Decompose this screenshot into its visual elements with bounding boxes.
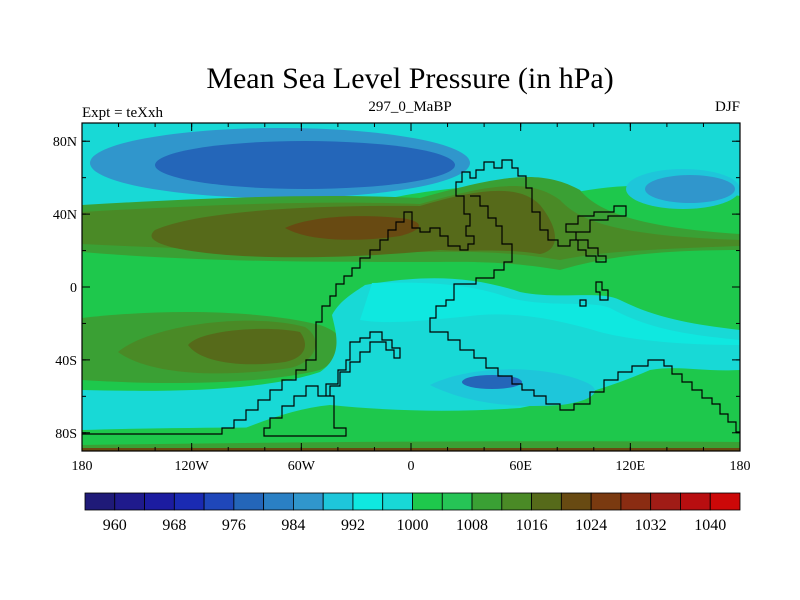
x-tick-label: 120E: [616, 459, 646, 474]
y-tick-label: 80S: [55, 427, 77, 442]
colorbar-label: 1032: [635, 517, 667, 534]
island-outline: [579, 281, 609, 307]
x-tick-label: 180: [730, 459, 751, 474]
colorbar-swatch: [263, 492, 294, 511]
colorbar-swatch: [203, 492, 235, 511]
south-high-1020: [188, 328, 305, 365]
north-pacific-low-980: [155, 141, 455, 189]
colorbar-swatch: [173, 492, 205, 511]
colorbar-label: 1024: [575, 517, 607, 534]
colorbar-swatch: [84, 492, 116, 511]
colorbar-swatch: [620, 492, 652, 511]
colorbar-swatch: [531, 492, 562, 511]
y-tick-label: 0: [70, 281, 77, 296]
colorbar-swatch: [114, 492, 145, 511]
x-tick-label: 180: [72, 459, 93, 474]
colorbar-swatch: [441, 492, 473, 511]
x-axis: 180 120W 60W 0 60E 120E 180: [72, 123, 751, 474]
x-tick-label: 60E: [509, 459, 532, 474]
colorbar-label: 1016: [516, 517, 548, 534]
colorbar-label: 1008: [456, 517, 488, 534]
north-high-1024: [285, 216, 419, 240]
y-axis: 80N 40N 0 40S 80S: [53, 135, 740, 442]
tropical-trough-996: [360, 282, 740, 345]
season-label: DJF: [715, 99, 740, 115]
x-tick-label: 120W: [175, 459, 210, 474]
continent-outline: [82, 159, 627, 435]
colorbar-swatch: [560, 492, 592, 511]
colorbar-swatch: [412, 492, 443, 511]
colorbar-label: 984: [281, 517, 305, 534]
time-label: 297_0_MaBP: [368, 99, 451, 115]
colorbar-label: 992: [341, 517, 365, 534]
east-low-988: [645, 175, 735, 203]
colorbar-swatch: [709, 492, 741, 511]
colorbar-swatch: [590, 492, 622, 511]
colorbar-swatch: [144, 492, 175, 511]
x-tick-label: 0: [408, 459, 415, 474]
colorbar: 960 968 976 984 992 1000 1008 1016 1024 1032 1040: [84, 492, 741, 534]
colorbar-swatch: [501, 492, 532, 511]
colorbar-label: 968: [162, 517, 186, 534]
colorbar-label: 1040: [694, 517, 726, 534]
colorbar-swatch: [680, 492, 711, 511]
colorbar-swatch: [293, 492, 324, 511]
y-tick-label: 80N: [53, 135, 77, 150]
colorbar-label: 976: [222, 517, 246, 534]
colorbar-swatch: [233, 492, 265, 511]
continent-outline-south: [263, 331, 401, 437]
colorbar-swatch: [471, 492, 503, 511]
chart-title: Mean Sea Level Pressure (in hPa): [206, 62, 613, 95]
y-tick-label: 40N: [53, 208, 77, 223]
y-tick-label: 40S: [55, 354, 77, 369]
colorbar-swatch: [322, 492, 354, 511]
southern-low-988: [462, 375, 522, 389]
colorbar-label: 960: [103, 517, 127, 534]
x-tick-label: 60W: [288, 459, 316, 474]
colorbar-label: 1000: [397, 517, 429, 534]
experiment-label: Expt = teXxh: [82, 105, 163, 121]
colorbar-swatch: [650, 492, 681, 511]
colorbar-swatch: [382, 492, 413, 511]
contour-field: [82, 123, 740, 451]
colorbar-swatch: [352, 492, 384, 511]
continent-outline-interior: [429, 195, 740, 433]
